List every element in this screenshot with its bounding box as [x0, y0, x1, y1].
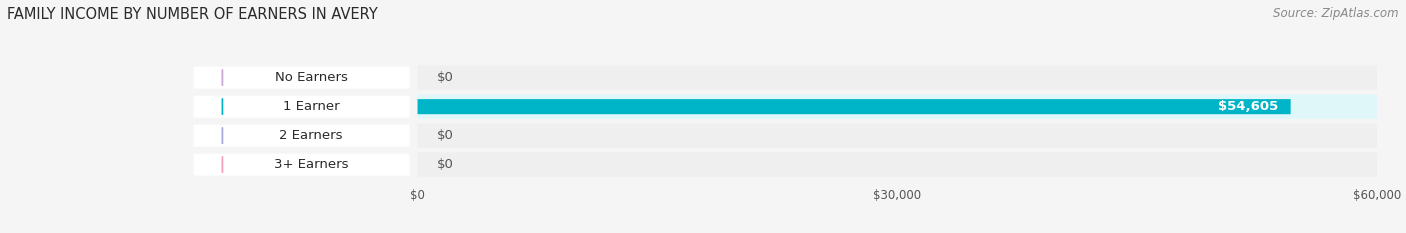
- FancyBboxPatch shape: [418, 95, 1376, 119]
- Text: $0: $0: [437, 158, 454, 171]
- Text: FAMILY INCOME BY NUMBER OF EARNERS IN AVERY: FAMILY INCOME BY NUMBER OF EARNERS IN AV…: [7, 7, 378, 22]
- FancyBboxPatch shape: [194, 125, 409, 147]
- FancyBboxPatch shape: [194, 67, 409, 89]
- Text: $0: $0: [437, 129, 454, 142]
- FancyBboxPatch shape: [194, 96, 409, 118]
- Text: 1 Earner: 1 Earner: [283, 100, 339, 113]
- Text: No Earners: No Earners: [274, 71, 347, 84]
- Text: $54,605: $54,605: [1218, 100, 1278, 113]
- Text: $0: $0: [437, 71, 454, 84]
- Text: 3+ Earners: 3+ Earners: [274, 158, 349, 171]
- Text: 2 Earners: 2 Earners: [280, 129, 343, 142]
- FancyBboxPatch shape: [418, 99, 1291, 114]
- FancyBboxPatch shape: [194, 154, 409, 176]
- FancyBboxPatch shape: [418, 123, 1376, 148]
- FancyBboxPatch shape: [418, 152, 1376, 177]
- Text: Source: ZipAtlas.com: Source: ZipAtlas.com: [1274, 7, 1399, 20]
- FancyBboxPatch shape: [418, 65, 1376, 90]
